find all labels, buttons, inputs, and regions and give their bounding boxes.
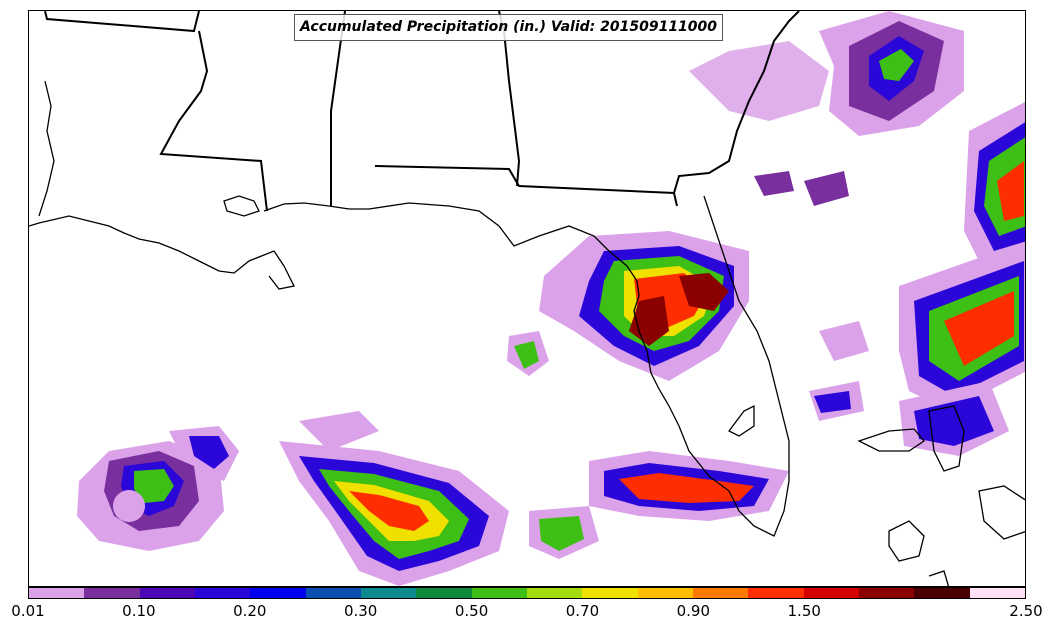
colorbar-segment bbox=[471, 588, 527, 598]
precip-area bbox=[819, 321, 869, 361]
colorbar-tick-label: 0.70 bbox=[565, 602, 600, 620]
precip-area bbox=[804, 171, 849, 206]
colorbar-segment bbox=[305, 588, 361, 598]
colorbar-tick-label: 0.30 bbox=[343, 602, 378, 620]
colorbar-tick-label: 1.50 bbox=[787, 602, 821, 620]
precip-area bbox=[113, 490, 145, 522]
precip-area bbox=[514, 341, 539, 369]
state-border bbox=[330, 11, 346, 206]
colorbar-segment bbox=[29, 588, 85, 598]
precip-area bbox=[134, 469, 174, 503]
coastline bbox=[38, 80, 55, 217]
colorbar-tick-label: 0.20 bbox=[233, 602, 267, 620]
precip-area bbox=[814, 391, 851, 413]
coastline bbox=[928, 570, 950, 586]
colorbar-segment bbox=[139, 588, 195, 598]
colorbar-segment bbox=[84, 588, 140, 598]
state-border bbox=[374, 165, 678, 207]
precip-area bbox=[299, 411, 379, 451]
precip-area bbox=[619, 473, 754, 503]
coastline bbox=[263, 195, 790, 537]
colorbar-segment bbox=[360, 588, 417, 598]
colorbar-tick-label: 0.01 bbox=[11, 602, 45, 620]
colorbar-segment bbox=[692, 588, 749, 598]
coastline bbox=[223, 195, 260, 217]
colorbar-segment bbox=[914, 588, 970, 598]
precip-area bbox=[914, 396, 994, 446]
colorbar-tick-label: 0.50 bbox=[454, 602, 489, 620]
colorbar-segment bbox=[250, 588, 306, 598]
colorbar-segment bbox=[637, 588, 693, 598]
colorbar-tick-label: 2.50 bbox=[1009, 602, 1043, 620]
colorbar bbox=[28, 587, 1026, 599]
coastline bbox=[888, 520, 925, 562]
colorbar-segment bbox=[748, 588, 804, 598]
map-title: Accumulated Precipitation (in.) Valid: 2… bbox=[294, 14, 724, 41]
colorbar-tick-label: 0.10 bbox=[122, 602, 156, 620]
precip-area bbox=[879, 49, 914, 81]
colorbar-segment bbox=[416, 588, 472, 598]
colorbar-segment bbox=[858, 588, 915, 598]
state-borders bbox=[44, 11, 800, 212]
coastline bbox=[928, 405, 965, 472]
coastline bbox=[978, 485, 1025, 540]
state-border bbox=[673, 11, 800, 194]
coastline bbox=[29, 215, 295, 290]
colorbar-segment bbox=[969, 588, 1025, 598]
coastline bbox=[857, 428, 925, 452]
precip-area bbox=[997, 161, 1024, 221]
state-border bbox=[44, 11, 200, 33]
coastlines bbox=[29, 80, 1025, 586]
colorbar-segment bbox=[194, 588, 251, 598]
precipitation-fields bbox=[77, 11, 1025, 586]
precipitation-map bbox=[29, 11, 1025, 586]
precip-area bbox=[754, 171, 794, 196]
state-border bbox=[159, 30, 268, 212]
colorbar-segment bbox=[803, 588, 859, 598]
colorbar-tick-label: 0.90 bbox=[676, 602, 711, 620]
precip-area bbox=[189, 436, 229, 469]
precip-area bbox=[349, 491, 429, 531]
colorbar-segment bbox=[582, 588, 638, 598]
coastline bbox=[728, 404, 755, 437]
precip-area bbox=[944, 291, 1014, 366]
precip-area bbox=[679, 273, 729, 311]
precip-area bbox=[539, 516, 584, 551]
colorbar-segment bbox=[526, 588, 583, 598]
map-panel bbox=[28, 10, 1026, 587]
precip-area bbox=[629, 296, 669, 346]
